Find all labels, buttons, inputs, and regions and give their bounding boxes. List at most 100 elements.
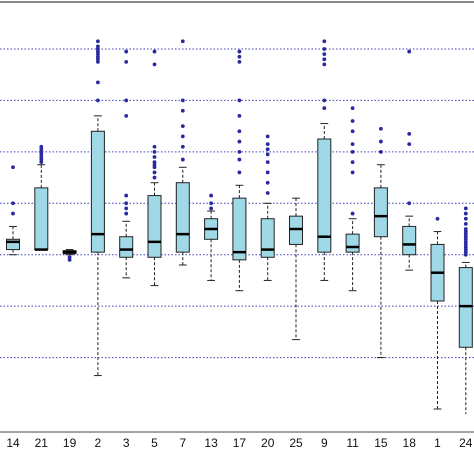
- outlier-point: [322, 52, 327, 57]
- box-25: [289, 197, 303, 341]
- x-tick-label: 2: [95, 436, 102, 450]
- iqr-box: [147, 195, 162, 258]
- iqr-box: [458, 267, 473, 348]
- x-tick-label: 21: [35, 436, 49, 450]
- box-15: [373, 126, 388, 359]
- outlier-point: [152, 144, 157, 149]
- outlier-point: [265, 152, 270, 157]
- outlier-point: [180, 157, 185, 162]
- outlier-point: [180, 39, 185, 44]
- outlier-point: [237, 54, 242, 59]
- outlier-point: [463, 206, 468, 211]
- box-13: [204, 193, 219, 281]
- x-tick-label: 20: [261, 436, 275, 450]
- outlier-point: [237, 139, 242, 144]
- outlier-point: [350, 170, 355, 175]
- outlier-point: [39, 144, 44, 149]
- x-tick-label: 14: [6, 436, 20, 450]
- box-5: [147, 49, 162, 287]
- outlier-point: [463, 227, 468, 231]
- outlier-point: [152, 62, 157, 67]
- iqr-box: [175, 182, 190, 253]
- iqr-box: [34, 187, 49, 251]
- iqr-box: [119, 236, 134, 258]
- outlier-point: [237, 129, 242, 134]
- outlier-point: [11, 201, 15, 206]
- outlier-point: [379, 139, 383, 144]
- outlier-point: [463, 211, 468, 216]
- outlier-point: [96, 80, 100, 85]
- outlier-point: [379, 149, 383, 154]
- outlier-point: [265, 191, 270, 195]
- outlier-point: [124, 98, 129, 103]
- outlier-point: [237, 59, 242, 64]
- outlier-point: [265, 134, 270, 139]
- outlier-point: [152, 175, 157, 180]
- outlier-point: [124, 59, 129, 64]
- outlier-point: [350, 119, 355, 123]
- box-1: [430, 216, 445, 410]
- outlier-point: [96, 44, 100, 49]
- box-17: [232, 49, 247, 292]
- outlier-point: [265, 180, 270, 185]
- outlier-point: [350, 142, 355, 147]
- outlier-point: [350, 211, 355, 216]
- outlier-point: [407, 131, 412, 136]
- outlier-point: [265, 170, 270, 175]
- iqr-box: [402, 225, 417, 256]
- outlier-point: [180, 144, 185, 149]
- outlier-point: [322, 62, 327, 67]
- boxes: [6, 39, 473, 415]
- x-tick-label: 18: [403, 436, 417, 450]
- outlier-point: [322, 47, 327, 51]
- outlier-point: [237, 49, 242, 54]
- x-tick-label: 5: [151, 436, 158, 450]
- box-18: [402, 49, 417, 271]
- outlier-point: [152, 170, 157, 175]
- x-tick-labels: 14 21 19 2 3 5 7 13 17 20 25 9 11 15 18 1 24: [6, 436, 472, 450]
- box-14: [6, 165, 20, 256]
- outlier-point: [407, 201, 412, 206]
- outlier-point: [265, 147, 270, 152]
- outlier-point: [407, 49, 412, 54]
- outlier-point: [237, 157, 242, 162]
- box-11: [345, 106, 360, 292]
- outlier-point: [152, 155, 157, 159]
- outlier-point: [237, 149, 242, 154]
- x-tick-label: 24: [459, 436, 473, 450]
- iqr-box: [345, 233, 360, 253]
- outlier-point: [152, 49, 157, 54]
- x-tick-label: 19: [63, 436, 77, 450]
- x-tick-label: 15: [374, 436, 388, 450]
- outlier-point: [322, 39, 327, 44]
- outlier-point: [124, 211, 129, 216]
- outlier-point: [322, 98, 327, 103]
- x-tick-label: 1: [434, 436, 441, 450]
- outlier-point: [124, 201, 129, 206]
- outlier-point: [180, 124, 185, 129]
- outlier-point: [322, 57, 327, 62]
- box-7: [175, 39, 190, 266]
- outlier-point: [350, 106, 355, 111]
- outlier-point: [96, 98, 100, 103]
- iqr-box: [260, 218, 275, 258]
- iqr-box: [317, 138, 332, 253]
- x-tick-label: 7: [179, 436, 186, 450]
- outlier-point: [407, 142, 412, 147]
- iqr-box: [373, 187, 388, 238]
- outlier-point: [152, 149, 157, 154]
- outlier-point: [237, 170, 242, 175]
- outlier-point: [463, 216, 468, 221]
- outlier-point: [209, 201, 214, 206]
- iqr-box: [6, 238, 20, 251]
- outlier-point: [11, 211, 15, 216]
- outlier-point: [350, 129, 355, 134]
- box-19: [62, 249, 77, 262]
- outlier-point: [209, 206, 214, 211]
- iqr-box: [90, 130, 105, 253]
- outlier-point: [350, 149, 355, 154]
- outlier-point: [209, 193, 214, 198]
- x-tick-label: 9: [321, 436, 328, 450]
